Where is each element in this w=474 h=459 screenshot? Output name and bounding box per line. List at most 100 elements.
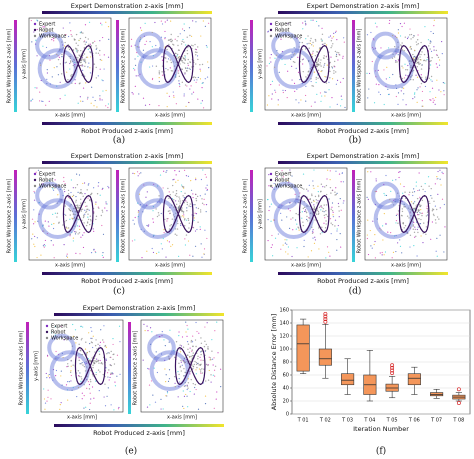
workspace-dot [86, 205, 88, 207]
scatter-dot [282, 89, 284, 91]
scatter-dot [54, 325, 57, 328]
scatter-dot [383, 192, 385, 195]
scatter-dot [316, 93, 318, 95]
workspace-dot [80, 31, 83, 34]
workspace-dot [335, 193, 337, 196]
scatter-dot [183, 169, 186, 171]
scatter-dot [152, 251, 155, 254]
scatter-dot [74, 233, 77, 235]
workspace-dot [166, 61, 168, 63]
workspace-dot [323, 55, 325, 57]
workspace-dot [177, 208, 180, 211]
workspace-dot [199, 364, 202, 366]
scatter-dot [296, 223, 298, 225]
scatter-dot [276, 50, 278, 52]
workspace-dot [85, 341, 87, 343]
scatter-dot [370, 245, 372, 247]
scatter-dot [175, 200, 177, 202]
scatter-dot [81, 392, 83, 394]
scatter-dot [433, 46, 435, 48]
workspace-dot [98, 353, 101, 356]
workspace-dot [174, 228, 177, 230]
scatter-dot [46, 355, 49, 357]
scatter-dot [303, 245, 305, 248]
scatter-dot [401, 252, 403, 254]
legend-marker [33, 28, 37, 32]
workspace-dot [71, 35, 73, 37]
workspace-dot [93, 362, 95, 365]
workspace-dot [189, 61, 191, 63]
scatter-dot [399, 239, 401, 241]
scatter-dot [308, 184, 310, 186]
scatter-dot [79, 228, 81, 231]
workspace-dot [336, 51, 338, 54]
colorbar-label: Robot Produced z-axis [mm] [93, 429, 185, 437]
workspace-dot [433, 200, 435, 202]
scatter-dot [414, 226, 416, 228]
scatter-dot [370, 171, 372, 173]
scatter-dot [331, 37, 333, 39]
scatter-dot [216, 321, 218, 323]
scatter-dot [293, 82, 296, 84]
workspace-dot [331, 66, 333, 68]
workspace-dot [73, 66, 76, 68]
scatter-dot [46, 69, 48, 71]
scatter-dot [202, 107, 205, 109]
scatter-dot [281, 219, 283, 221]
scatter-dot [436, 178, 438, 180]
legend-label: Workspace [51, 336, 78, 342]
workspace-dot [173, 206, 175, 208]
scatter-dot [137, 75, 139, 77]
scatter-dot [161, 74, 164, 76]
outlier [390, 371, 395, 375]
scatter-dot [138, 46, 140, 48]
workspace-dot [84, 370, 87, 372]
workspace-dot [87, 213, 89, 215]
workspace-dot [176, 228, 179, 230]
workspace-dot [423, 53, 426, 56]
scatter-dot [143, 230, 145, 232]
scatter-dot [63, 244, 65, 246]
workspace-dot [418, 203, 421, 206]
scatter-dot [181, 364, 183, 366]
scatter-dot [185, 331, 187, 333]
scatter-dot [77, 102, 79, 104]
scatter-dot [131, 240, 134, 242]
scatter-dot [202, 20, 204, 22]
scatter-dot [317, 74, 319, 76]
workspace-dot [303, 188, 305, 190]
scatter-dot [179, 84, 181, 86]
workspace-dot [188, 227, 190, 229]
scatter-dot [416, 228, 418, 231]
scatter-dot [392, 34, 394, 37]
workspace-dot [200, 342, 203, 344]
scatter-dot [432, 98, 434, 100]
workspace-dot [186, 210, 188, 212]
scatter-dot [37, 220, 39, 222]
scatter-dot [366, 237, 368, 240]
scatter-dot [175, 174, 177, 176]
workspace-dot [84, 43, 87, 45]
scatter-dot [433, 49, 435, 51]
workspace-dot [194, 76, 197, 79]
workspace-dot [410, 66, 413, 69]
workspace-dot [431, 197, 433, 199]
scatter-dot [407, 36, 409, 38]
scatter-dot [299, 192, 301, 194]
scatter-dot [208, 369, 210, 372]
workspace-dot [170, 61, 173, 64]
scatter-dot [186, 67, 189, 69]
workspace-dot [178, 55, 181, 58]
workspace-dot [83, 46, 86, 49]
scatter-dot [102, 36, 104, 39]
scatter-dot [65, 34, 67, 36]
scatter-dot [200, 178, 203, 181]
scatter-dot [183, 30, 185, 32]
workspace-dot [294, 202, 297, 204]
scatter-dot [371, 60, 373, 63]
scatter-dot [291, 79, 293, 81]
scatter-dot [80, 325, 82, 328]
workspace-dot [68, 55, 70, 58]
workspace-dot [97, 52, 100, 55]
scatter-dot [270, 246, 272, 249]
